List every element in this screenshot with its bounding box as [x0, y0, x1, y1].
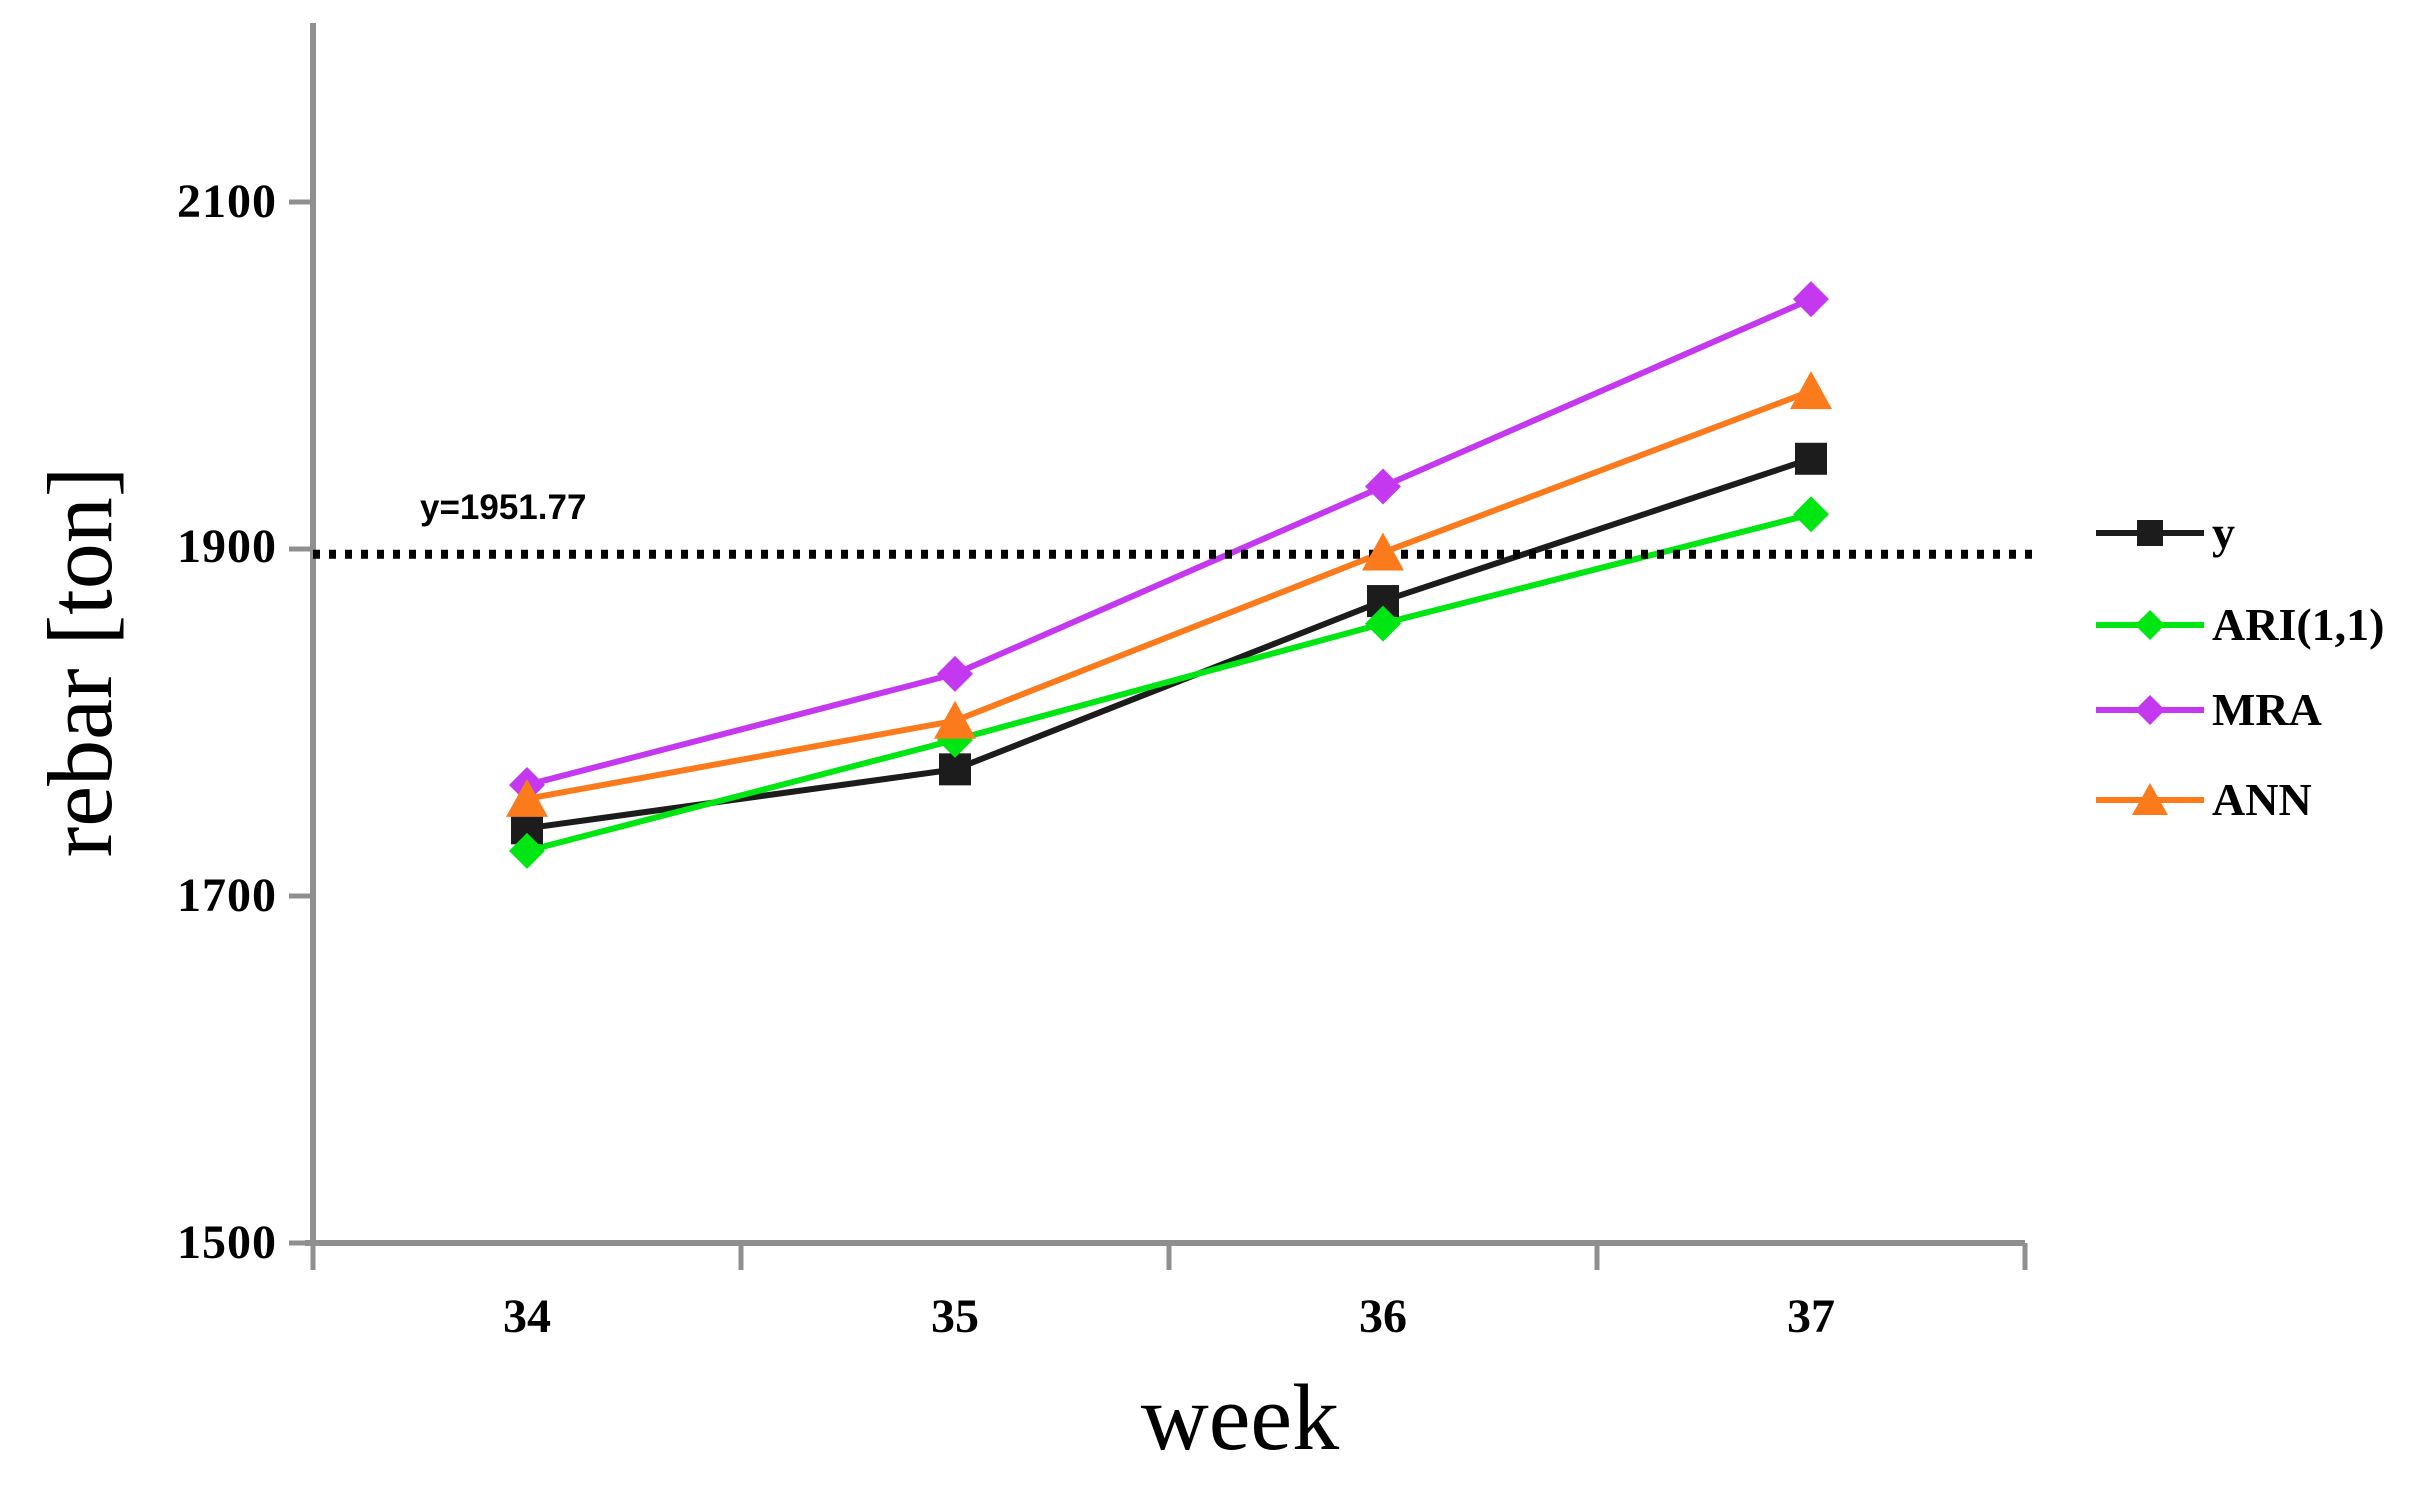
legend-marker-diamond-icon — [2094, 674, 2206, 746]
legend-marker-square-icon — [2094, 497, 2206, 569]
y-tick-label: 1700 — [177, 869, 277, 922]
y-tick-label: 1500 — [177, 1216, 277, 1269]
legend-item-mra: MRA — [2094, 674, 2322, 746]
legend-marker-triangle-icon — [2094, 764, 2206, 836]
x-tick-label: 36 — [1359, 1290, 1407, 1343]
x-tick-label: 37 — [1787, 1290, 1835, 1343]
legend-label: MRA — [2212, 684, 2322, 735]
reference-line-annotation: y=1951.77 — [420, 488, 587, 527]
legend-item-y: y — [2094, 497, 2235, 569]
x-tick-label: 34 — [503, 1290, 551, 1343]
legend-marker-diamond-icon — [2094, 589, 2206, 661]
legend-label: y — [2212, 507, 2235, 558]
x-axis-title: week — [1140, 1366, 1340, 1470]
x-tick-label: 35 — [931, 1290, 979, 1343]
legend-label: ARI(1,1) — [2212, 599, 2385, 650]
legend-label: ANN — [2212, 774, 2312, 825]
legend-item-ari: ARI(1,1) — [2094, 589, 2384, 661]
y-tick-label: 2100 — [177, 175, 277, 228]
legend-item-ann: ANN — [2094, 764, 2312, 836]
y-tick-label: 1900 — [177, 520, 277, 573]
